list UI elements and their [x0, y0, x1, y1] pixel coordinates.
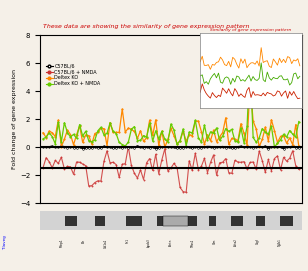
Text: Vim: Vim — [213, 238, 217, 244]
Bar — [95, 216, 105, 225]
Bar — [280, 216, 293, 225]
Bar — [256, 216, 265, 225]
Text: Eln: Eln — [82, 238, 86, 243]
Legend: C57BL/6, C57BL/6 + NMDA, Deltex KO, Deltex KO + NMDA: C57BL/6, C57BL/6 + NMDA, Deltex KO, Delt… — [45, 63, 101, 87]
FancyBboxPatch shape — [38, 207, 303, 235]
Title: Similarity of gene expression pattern: Similarity of gene expression pattern — [210, 28, 292, 32]
Text: Fn1: Fn1 — [125, 238, 129, 243]
Bar — [188, 216, 197, 225]
Bar — [157, 216, 169, 225]
Text: Tgfb1: Tgfb1 — [278, 238, 282, 246]
Text: Col1a1: Col1a1 — [103, 238, 107, 248]
Text: Tilaveg: Tilaveg — [3, 235, 7, 250]
Bar — [126, 216, 142, 225]
Bar — [163, 216, 188, 225]
Text: Acta2: Acta2 — [234, 238, 238, 246]
Text: These data are showing the similarity of gene expression pattern: These data are showing the similarity of… — [43, 24, 249, 30]
Bar — [65, 216, 77, 225]
Bar — [231, 216, 243, 225]
Y-axis label: Fold change of gene expression: Fold change of gene expression — [12, 69, 17, 169]
Bar — [209, 216, 216, 225]
Text: Lgals3: Lgals3 — [147, 238, 151, 247]
Text: Ctgf: Ctgf — [256, 238, 260, 244]
Text: Mmp1: Mmp1 — [60, 238, 64, 247]
Text: Thbs1: Thbs1 — [191, 238, 195, 247]
Text: Postn: Postn — [169, 238, 173, 246]
